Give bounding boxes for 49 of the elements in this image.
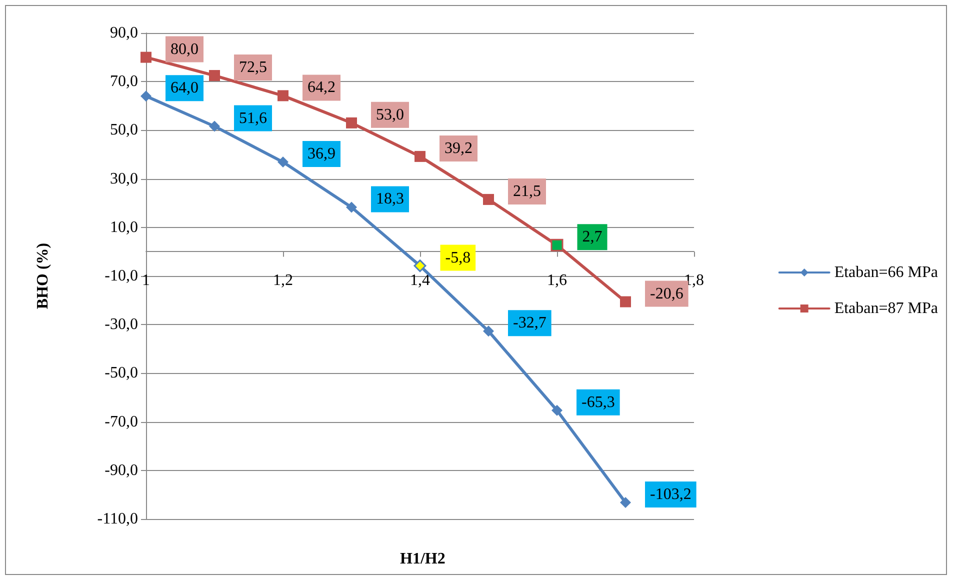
data-label: -103,2 (650, 486, 692, 503)
data-label: 39,2 (444, 140, 472, 157)
y-tick-label: -10,0 (104, 268, 138, 284)
point (483, 326, 494, 337)
y-axis-title: BHO (%) (34, 242, 52, 310)
point (414, 150, 426, 162)
data-label: 53,0 (376, 106, 404, 124)
y-tick-label: 30,0 (110, 170, 138, 188)
point (620, 496, 631, 508)
point (278, 156, 288, 168)
point (346, 202, 357, 213)
legend-label: Etaban=87 MPa (834, 300, 938, 317)
point (620, 296, 631, 308)
data-label: -5,8 (445, 249, 471, 266)
x-axis-title: H1/H2 (400, 550, 446, 568)
data-label: -65,3 (582, 394, 615, 411)
data-label: 72,5 (239, 59, 267, 76)
data-label: 2,7 (582, 228, 602, 246)
x-tick-label: 1,6 (547, 272, 567, 290)
x-tick-label: 1,4 (410, 272, 430, 290)
y-tick-label: -90,0 (104, 462, 138, 479)
data-label: -32,7 (513, 314, 546, 332)
data-label: 18,3 (376, 190, 404, 208)
legend-label: Etaban=66 MPa (834, 264, 938, 281)
x-tick-label: 1 (142, 272, 150, 290)
point (140, 90, 152, 102)
point (209, 120, 220, 132)
point (552, 404, 562, 416)
data-label: 80,0 (170, 40, 198, 58)
data-label: 64,2 (308, 79, 336, 96)
y-tick-label: -50,0 (104, 364, 138, 382)
y-tick-label: 10,0 (110, 218, 138, 236)
point (278, 90, 288, 102)
data-label: 51,6 (239, 110, 267, 127)
x-tick-label: 1,2 (273, 272, 293, 290)
y-tick-label: -110,0 (97, 510, 138, 528)
point (346, 117, 357, 128)
y-tick-label: -30,0 (104, 316, 138, 334)
y-tick-label: 70,0 (110, 73, 138, 90)
point (209, 70, 220, 82)
data-label: 64,0 (170, 80, 198, 97)
data-label: 21,5 (513, 182, 541, 200)
y-tick-label: -70,0 (104, 413, 138, 430)
data-label: 36,9 (308, 146, 336, 163)
point (140, 52, 152, 63)
y-tick-label: 90,0 (110, 24, 138, 42)
y-tick-label: 50,0 (110, 122, 138, 139)
point (483, 194, 494, 205)
data-label: -20,6 (650, 285, 684, 302)
